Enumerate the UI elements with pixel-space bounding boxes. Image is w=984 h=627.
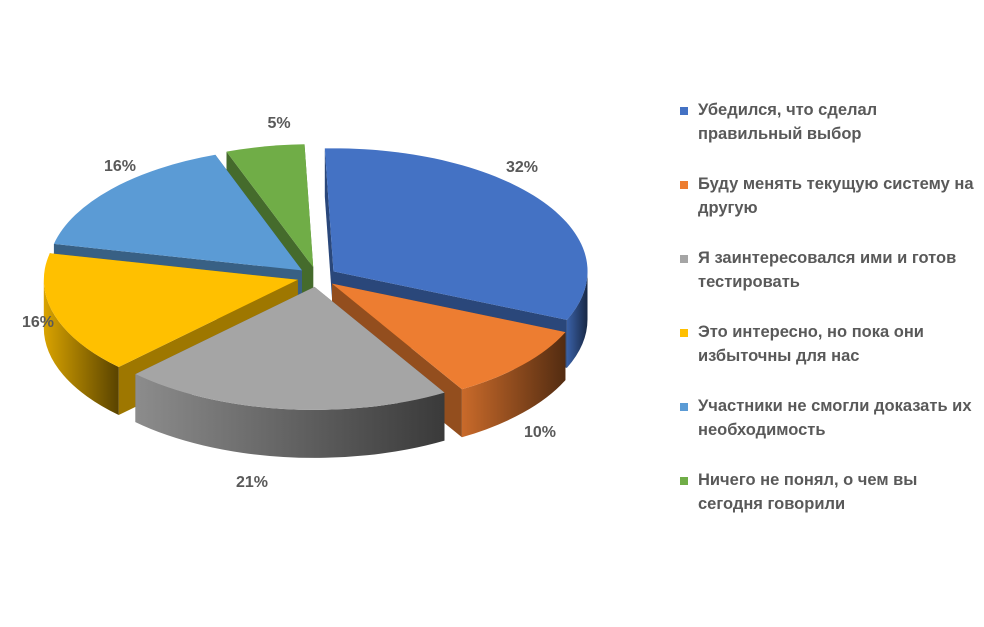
data-label-percent: 10%	[524, 424, 556, 441]
legend-marker-square-icon	[680, 181, 688, 189]
legend-label: Участники не смогли доказать их необходи…	[698, 397, 972, 439]
legend-marker-square-icon	[680, 107, 688, 115]
legend-label: Убедился, что сделал правильный выбор	[698, 101, 878, 143]
pie-slice-side	[461, 332, 566, 438]
legend-item-chosen-right: Убедился, что сделал правильный выбор	[680, 98, 980, 172]
pie-slice-top	[135, 286, 445, 410]
legend-item-not-proven: Участники не смогли доказать их необходи…	[680, 394, 980, 468]
pie-slice-side	[566, 271, 588, 368]
data-label-percent: 32%	[506, 159, 538, 176]
legend-label: Это интересно, но пока они избыточны для…	[698, 323, 924, 365]
pie-slice-side	[43, 279, 119, 415]
data-label-percent: 21%	[236, 474, 268, 491]
pie-slice-side	[135, 374, 445, 458]
pie-slice-top	[226, 144, 314, 268]
legend-item-did-not-understand: Ничего не понял, о чем вы сегодня говори…	[680, 468, 980, 542]
legend-item-switch-system: Буду менять текущую систему на другую	[680, 172, 980, 246]
pie-slice-top	[332, 283, 566, 390]
legend: Убедился, что сделал правильный выбор Бу…	[680, 98, 980, 542]
legend-marker-square-icon	[680, 329, 688, 337]
legend-label: Я заинтересовался ими и готов тестироват…	[698, 249, 957, 291]
pie-slice-top	[53, 154, 303, 271]
pie-slice-top	[324, 148, 588, 320]
legend-item-redundant: Это интересно, но пока они избыточны для…	[680, 320, 980, 394]
data-label-percent: 16%	[104, 158, 136, 175]
data-label-percent: 16%	[22, 314, 54, 331]
legend-marker-square-icon	[680, 477, 688, 485]
data-label-percent: 5%	[267, 115, 290, 132]
legend-label: Буду менять текущую систему на другую	[698, 175, 974, 217]
legend-label: Ничего не понял, о чем вы сегодня говори…	[698, 471, 918, 513]
legend-item-ready-to-test: Я заинтересовался ими и готов тестироват…	[680, 246, 980, 320]
legend-marker-square-icon	[680, 255, 688, 263]
pie-slice	[135, 286, 445, 458]
pie-slice-wall	[324, 148, 334, 320]
legend-marker-square-icon	[680, 403, 688, 411]
pie-slice-top	[43, 253, 298, 367]
